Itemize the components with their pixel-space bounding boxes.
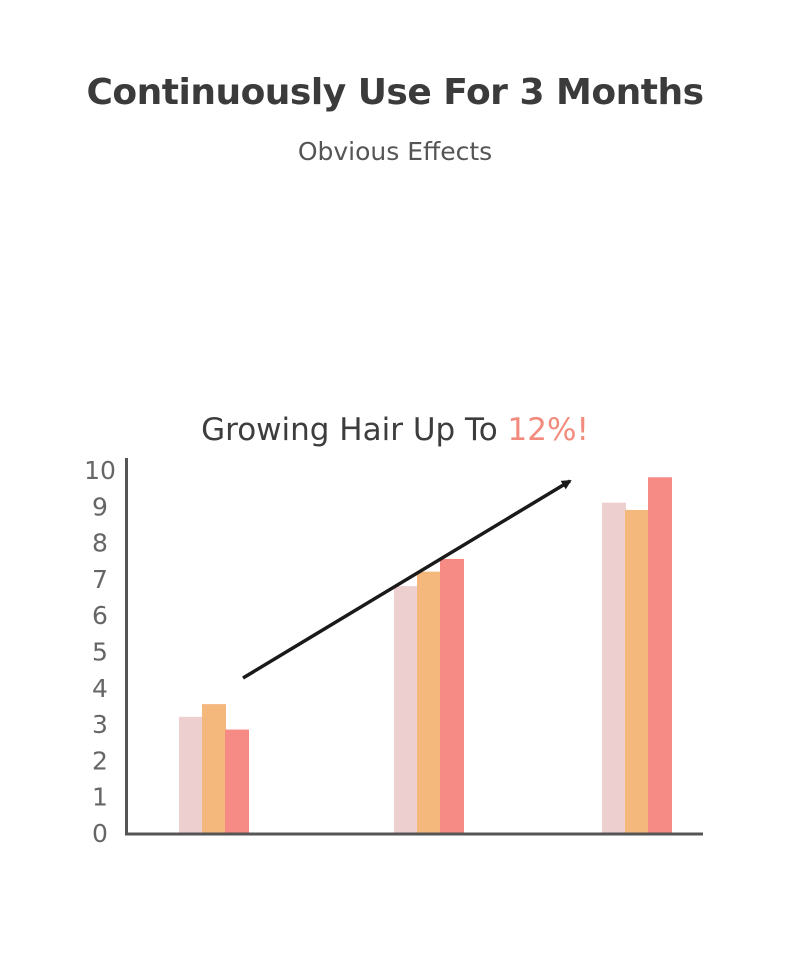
y-tick-label: 6 [92, 601, 108, 630]
bar [225, 729, 249, 833]
chart-title-text: Growing Hair Up To [201, 412, 507, 448]
y-tick-label: 10 [84, 456, 116, 485]
y-tick-label: 0 [92, 819, 108, 848]
bar [394, 586, 418, 833]
bar [202, 704, 226, 833]
bar [602, 502, 626, 833]
bar [440, 558, 464, 833]
y-tick-label: 4 [92, 674, 108, 703]
page-subtitle: Obvious Effects [297, 137, 493, 166]
bar [179, 716, 203, 833]
bar [648, 477, 672, 833]
y-tick-label: 5 [92, 638, 108, 667]
y-tick-label: 2 [92, 746, 108, 775]
chart-title-highlight: 12%! [508, 412, 589, 448]
y-tick-label: 8 [92, 529, 108, 558]
chart-title: Growing Hair Up To 12%! [201, 412, 589, 448]
y-tick-label: 3 [92, 710, 108, 739]
trend-arrow [242, 479, 572, 680]
page-title: Continuously Use For 3 Months [86, 72, 704, 113]
y-tick-label: 9 [92, 492, 108, 521]
bar [417, 571, 441, 833]
y-tick-label: 7 [92, 565, 108, 594]
bar [625, 509, 649, 833]
y-tick-label: 1 [92, 783, 108, 812]
